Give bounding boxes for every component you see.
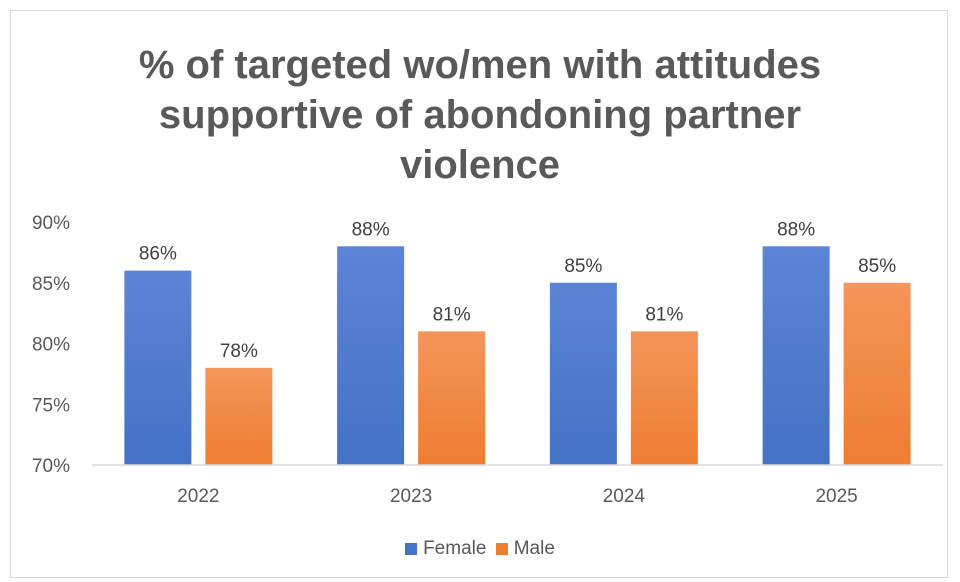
legend-item-female: Female: [405, 538, 486, 560]
x-axis: 2022 2023 2024 2025: [177, 486, 858, 507]
bar-male-2025: [843, 282, 911, 465]
y-tick-label: 80%: [32, 335, 70, 356]
data-label-female-2025: 88%: [777, 219, 815, 240]
legend-label-female: Female: [423, 538, 487, 559]
bar-male-2023: [418, 331, 486, 465]
data-label-male-2023: 81%: [433, 304, 471, 325]
data-label-female-2023: 88%: [352, 219, 390, 240]
chart-title-line-2: supportive of abondoning partner: [158, 93, 802, 137]
bar-series: 86% 78% 88% 81% 85% 81% 88% 85%: [124, 219, 911, 465]
chart-title: % of targeted wo/men with attitudes supp…: [120, 40, 840, 190]
y-tick-label: 70%: [32, 456, 70, 477]
data-label-male-2024: 81%: [645, 304, 683, 325]
y-tick-label: 90%: [32, 213, 70, 234]
data-label-male-2025: 85%: [858, 256, 896, 277]
bar-male-2022: [205, 367, 273, 465]
x-tick-label: 2025: [815, 486, 857, 507]
y-tick-label: 85%: [32, 274, 70, 295]
legend-swatch-female: [405, 543, 418, 555]
legend-item-male: Male: [495, 538, 555, 560]
bar-female-2023: [337, 246, 405, 465]
data-label-female-2024: 85%: [564, 256, 602, 277]
bar-female-2022: [124, 270, 192, 465]
legend-swatch-male: [495, 543, 508, 555]
legend-label-male: Male: [513, 538, 555, 559]
bar-male-2024: [630, 331, 698, 465]
y-tick-label: 75%: [32, 395, 70, 416]
bar-female-2025: [762, 246, 830, 465]
chart-title-line-1: % of targeted wo/men with attitudes: [138, 43, 822, 87]
x-tick-label: 2023: [390, 486, 432, 507]
chart-title-line-3: violence: [399, 143, 561, 187]
data-label-female-2022: 86%: [139, 244, 177, 265]
data-label-male-2022: 78%: [220, 341, 258, 362]
bar-female-2024: [549, 282, 617, 465]
x-tick-label: 2024: [603, 486, 646, 507]
x-tick-label: 2022: [177, 486, 219, 507]
y-axis: 70% 75% 80% 85% 90%: [32, 213, 70, 477]
legend: Female Male: [0, 538, 960, 561]
